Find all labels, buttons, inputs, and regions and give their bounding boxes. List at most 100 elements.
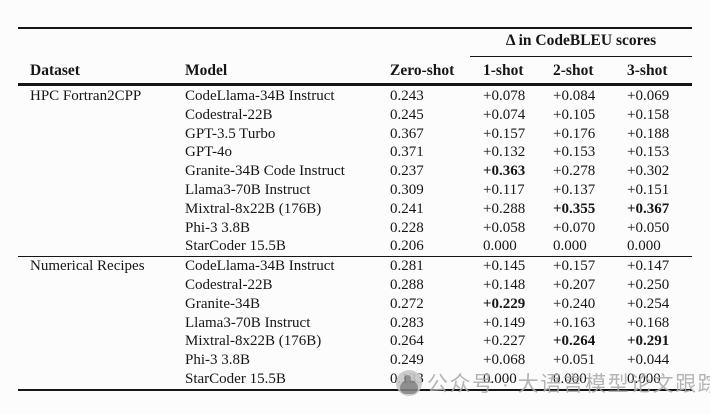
column-header-dataset: Dataset: [30, 62, 80, 79]
two-shot-cell: +0.084: [553, 88, 596, 104]
model-cell: Phi-3 3.8B: [185, 219, 251, 236]
model-cell: GPT-4o: [185, 144, 232, 161]
table-row: Granite-34B Code Instruct 0.237 +0.363 +…: [18, 162, 692, 181]
dataset-cell: [30, 332, 185, 351]
two-shot-cell: +0.070: [553, 219, 596, 236]
three-shot-cell: +0.044: [627, 352, 670, 369]
two-shot-cell: +0.264: [553, 333, 596, 350]
delta-span-rule: [470, 56, 692, 57]
table-row: Codestral-22B 0.245 +0.074 +0.105 +0.158: [18, 106, 692, 125]
zero-shot-cell: 0.367: [390, 125, 424, 142]
table-row: Granite-34B 0.272 +0.229 +0.240 +0.254: [18, 295, 692, 314]
one-shot-cell: +0.149: [483, 314, 526, 331]
table-row: GPT-4o 0.371 +0.132 +0.153 +0.153: [18, 143, 692, 162]
dataset-cell: [30, 237, 185, 256]
table-row: Mixtral-8x22B (176B) 0.264 +0.227 +0.264…: [18, 332, 692, 351]
two-shot-cell: +0.051: [553, 352, 596, 369]
model-cell: StarCoder 15.5B: [185, 238, 286, 255]
zero-shot-cell: 0.243: [390, 88, 424, 104]
one-shot-cell: +0.117: [483, 181, 525, 198]
dataset-cell: [30, 200, 185, 219]
model-cell: Granite-34B: [185, 295, 260, 312]
zero-shot-cell: 0.228: [390, 219, 424, 236]
table-row: Phi-3 3.8B 0.228 +0.058 +0.070 +0.050: [18, 219, 692, 238]
model-cell: CodeLlama-34B Instruct: [185, 88, 335, 104]
dataset-cell: [30, 295, 185, 314]
zero-shot-cell: 0.206: [390, 238, 424, 255]
three-shot-cell: +0.302: [627, 163, 670, 180]
table-header-row: Dataset Model Zero-shot 1-shot 2-shot 3-…: [18, 59, 692, 81]
one-shot-cell: +0.227: [483, 333, 526, 350]
model-cell: Mixtral-8x22B (176B): [185, 333, 322, 350]
dataset-cell: [30, 125, 185, 144]
three-shot-cell: +0.158: [627, 106, 670, 123]
table-row: StarCoder 15.5B 0.206 0.000 0.000 0.000: [18, 237, 692, 256]
zero-shot-cell: 0.272: [390, 295, 424, 312]
dataset-cell: [30, 314, 185, 333]
table-row: Llama3-70B Instruct 0.309 +0.117 +0.137 …: [18, 181, 692, 200]
table-row: GPT-3.5 Turbo 0.367 +0.157 +0.176 +0.188: [18, 125, 692, 144]
section-divider-rule: [18, 256, 692, 258]
delta-codebleu-span-header: Δ in CodeBLEU scores: [505, 32, 657, 49]
zero-shot-cell: 0.264: [390, 333, 424, 350]
dataset-cell: [30, 162, 185, 181]
three-shot-cell: +0.151: [627, 181, 670, 198]
zero-shot-cell: 0.288: [390, 276, 424, 293]
model-cell: GPT-3.5 Turbo: [185, 125, 276, 142]
model-cell: CodeLlama-34B Instruct: [185, 258, 335, 275]
column-header-zero-shot: Zero-shot: [390, 62, 455, 79]
one-shot-cell: 0.000: [483, 238, 517, 255]
model-cell: Llama3-70B Instruct: [185, 314, 311, 331]
table-row: Llama3-70B Instruct 0.283 +0.149 +0.163 …: [18, 314, 692, 333]
one-shot-cell: +0.145: [483, 258, 526, 275]
model-cell: Llama3-70B Instruct: [185, 181, 311, 198]
model-cell: Mixtral-8x22B (176B): [185, 200, 322, 217]
one-shot-cell: +0.068: [483, 352, 526, 369]
one-shot-cell: +0.229: [483, 295, 526, 312]
three-shot-cell: +0.153: [627, 144, 670, 161]
three-shot-cell: +0.250: [627, 276, 670, 293]
two-shot-cell: +0.157: [553, 258, 596, 275]
three-shot-cell: 0.000: [627, 370, 661, 387]
column-header-3-shot: 3-shot: [627, 62, 668, 79]
three-shot-cell: +0.291: [627, 333, 670, 350]
zero-shot-cell: 0.241: [390, 200, 424, 217]
one-shot-cell: +0.058: [483, 219, 526, 236]
dataset-cell: [30, 106, 185, 125]
zero-shot-cell: 0.283: [390, 314, 424, 331]
one-shot-cell: +0.363: [483, 163, 526, 180]
model-cell: Granite-34B Code Instruct: [185, 163, 345, 180]
three-shot-cell: +0.367: [627, 200, 670, 217]
zero-shot-cell: 0.237: [390, 163, 424, 180]
two-shot-cell: +0.163: [553, 314, 596, 331]
dataset-cell: Numerical Recipes: [30, 258, 145, 275]
zero-shot-cell: 0.133: [390, 370, 424, 387]
three-shot-cell: +0.188: [627, 125, 670, 142]
two-shot-cell: +0.207: [553, 276, 596, 293]
column-header-2-shot: 2-shot: [553, 62, 594, 79]
table-header-rule: [18, 83, 692, 86]
table-row: Phi-3 3.8B 0.249 +0.068 +0.051 +0.044: [18, 351, 692, 370]
table-row: StarCoder 15.5B 0.133 0.000 0.000 0.000: [18, 370, 692, 389]
dataset-cell: HPC Fortran2CPP: [30, 88, 142, 104]
three-shot-cell: 0.000: [627, 238, 661, 255]
three-shot-cell: +0.147: [627, 258, 670, 275]
two-shot-cell: +0.355: [553, 200, 596, 217]
zero-shot-cell: 0.309: [390, 181, 424, 198]
dataset-cell: [30, 181, 185, 200]
zero-shot-cell: 0.249: [390, 352, 424, 369]
two-shot-cell: 0.000: [553, 238, 587, 255]
two-shot-cell: +0.278: [553, 163, 596, 180]
zero-shot-cell: 0.245: [390, 106, 424, 123]
one-shot-cell: +0.132: [483, 144, 526, 161]
one-shot-cell: +0.078: [483, 88, 526, 104]
three-shot-cell: +0.254: [627, 295, 670, 312]
three-shot-cell: +0.050: [627, 219, 670, 236]
three-shot-cell: +0.168: [627, 314, 670, 331]
column-header-1-shot: 1-shot: [483, 62, 524, 79]
model-cell: StarCoder 15.5B: [185, 370, 286, 387]
zero-shot-cell: 0.371: [390, 144, 424, 161]
one-shot-cell: +0.148: [483, 276, 526, 293]
dataset-cell: [30, 370, 185, 389]
table-row: HPC Fortran2CPP CodeLlama-34B Instruct 0…: [18, 87, 692, 106]
